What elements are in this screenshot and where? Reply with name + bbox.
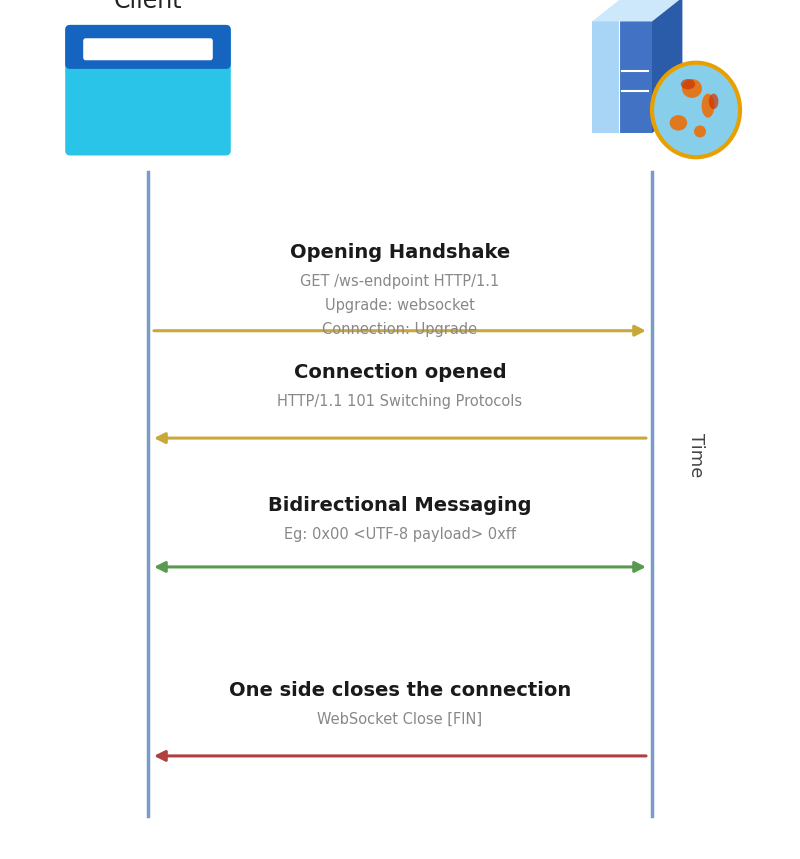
Polygon shape: [592, 21, 619, 133]
Ellipse shape: [670, 115, 687, 131]
Ellipse shape: [709, 94, 718, 109]
Text: Connection: Upgrade: Connection: Upgrade: [322, 322, 478, 337]
Ellipse shape: [694, 125, 706, 137]
Polygon shape: [592, 0, 682, 21]
Ellipse shape: [682, 79, 702, 98]
FancyBboxPatch shape: [65, 25, 230, 69]
Text: One side closes the connection: One side closes the connection: [229, 681, 571, 700]
Text: Server: Server: [606, 0, 682, 4]
Text: Opening Handshake: Opening Handshake: [290, 243, 510, 262]
Polygon shape: [619, 21, 652, 133]
Text: Eg: 0x00 <UTF-8 payload> 0xff: Eg: 0x00 <UTF-8 payload> 0xff: [284, 527, 516, 542]
Circle shape: [652, 63, 740, 157]
Text: Connection opened: Connection opened: [294, 363, 506, 382]
Text: Upgrade: websocket: Upgrade: websocket: [325, 298, 475, 313]
FancyBboxPatch shape: [65, 25, 230, 155]
Ellipse shape: [681, 79, 695, 89]
Polygon shape: [652, 0, 682, 133]
FancyBboxPatch shape: [83, 39, 213, 60]
Text: HTTP/1.1 101 Switching Protocols: HTTP/1.1 101 Switching Protocols: [278, 394, 522, 409]
Text: Client: Client: [114, 0, 182, 13]
Text: GET /ws-endpoint HTTP/1.1: GET /ws-endpoint HTTP/1.1: [300, 274, 500, 289]
Text: Bidirectional Messaging: Bidirectional Messaging: [268, 497, 532, 515]
Ellipse shape: [702, 94, 714, 118]
Text: Time: Time: [687, 433, 705, 478]
Text: WebSocket Close [FIN]: WebSocket Close [FIN]: [318, 712, 482, 727]
